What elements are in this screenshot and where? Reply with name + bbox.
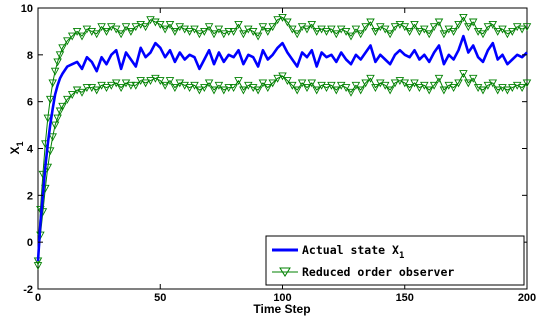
legend-label-actual-text: Actual state X (302, 243, 399, 257)
y-tick-label: 2 (27, 190, 33, 202)
y-tick-label: 8 (27, 50, 33, 62)
legend-label-actual-subscript: 1 (399, 251, 404, 261)
y-tick-label: 6 (27, 97, 33, 109)
legend: Actual state X1 Reduced order observer (266, 236, 524, 285)
x-tick-label: 150 (396, 292, 414, 304)
legend-label-observer: Reduced order observer (302, 265, 454, 279)
y-tick-label: 0 (27, 237, 33, 249)
x-axis-label: Time Step (253, 302, 310, 316)
y-tick-label: -2 (23, 284, 33, 296)
x-tick-label: 50 (154, 292, 166, 304)
y-axis-label-subscript: 1 (15, 141, 25, 146)
y-tick-label: 4 (27, 144, 34, 156)
y-tick-label: 10 (21, 3, 33, 15)
x-tick-label: 0 (35, 292, 41, 304)
x-tick-label: 200 (518, 292, 536, 304)
y-axis-label: X (8, 147, 22, 155)
